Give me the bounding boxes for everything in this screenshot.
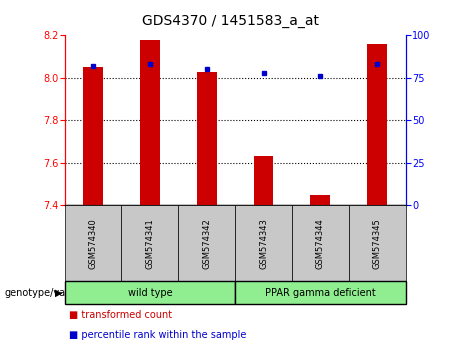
Text: ■ transformed count: ■ transformed count [69,310,172,320]
Bar [197,72,217,205]
Text: GSM574341: GSM574341 [145,218,154,269]
Text: ■ percentile rank within the sample: ■ percentile rank within the sample [69,330,247,339]
Bar [254,156,273,205]
Text: GSM574344: GSM574344 [316,218,325,269]
Text: GSM574340: GSM574340 [89,218,97,269]
Bar [140,40,160,205]
Text: wild type: wild type [128,288,172,298]
Text: GSM574345: GSM574345 [373,218,382,269]
Text: PPAR gamma deficient: PPAR gamma deficient [265,288,376,298]
Text: genotype/variation: genotype/variation [5,288,97,298]
Text: GDS4370 / 1451583_a_at: GDS4370 / 1451583_a_at [142,14,319,28]
Bar [310,195,331,205]
Bar [367,44,387,205]
Text: GSM574342: GSM574342 [202,218,211,269]
Text: ▶: ▶ [55,288,62,298]
Bar [83,67,103,205]
Text: GSM574343: GSM574343 [259,218,268,269]
